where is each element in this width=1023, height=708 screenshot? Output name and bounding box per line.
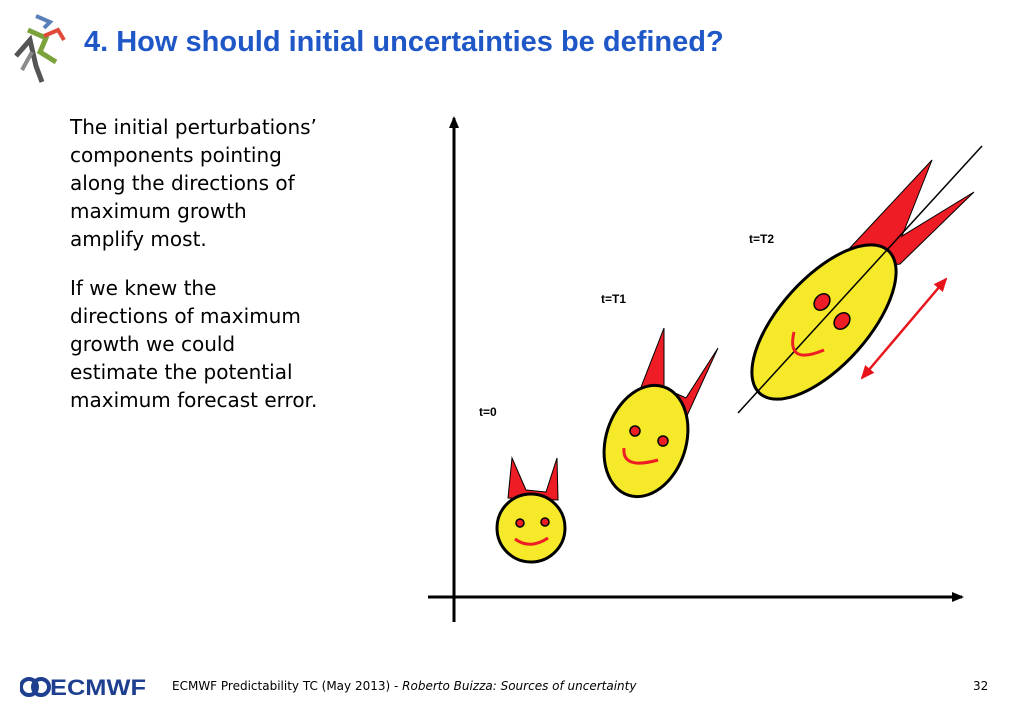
growth-direction-line [737,145,983,414]
perturbation-t1 [602,327,719,499]
label-t1: t=T1 [601,292,626,306]
horns-t0 [507,456,559,501]
eye-icon [657,435,669,447]
smile-icon [622,447,659,465]
page-number: 32 [973,679,989,693]
eye-icon [515,518,525,528]
footer-author: Roberto Buizza: Sources of uncertainty [402,679,637,693]
footer-text: ECMWF Predictability TC (May 2013) - Rob… [172,679,636,693]
perturbation-t0 [495,456,567,564]
label-t0: t=0 [479,405,497,419]
ecmwf-logo-text: ECMWF [50,676,146,698]
face-t0 [495,492,567,564]
paragraph-forecast-error: If we knew the directions of maximum gro… [70,276,318,412]
max-growth-arrow [860,277,948,380]
smile-icon [514,536,549,546]
eye-icon [629,425,641,437]
paragraph-growth: The initial perturbations’ components po… [70,115,317,251]
label-t2: t=T2 [749,232,774,246]
slide-title: 4. How should initial uncertainties be d… [84,26,724,58]
eye-icon [540,517,550,527]
ecmwf-arrows-logo [14,14,66,83]
eye-icon [813,293,831,311]
smile-icon [791,331,825,357]
face-t1 [602,383,690,499]
body-text: The initial perturbations’ components po… [70,113,390,435]
face-t2 [750,243,898,401]
perturbation-t2 [737,145,983,414]
footer-event: ECMWF Predictability TC (May 2013) - [172,679,403,693]
eye-icon [833,312,851,330]
ecmwf-footer-logo: ECMWF [20,676,146,698]
